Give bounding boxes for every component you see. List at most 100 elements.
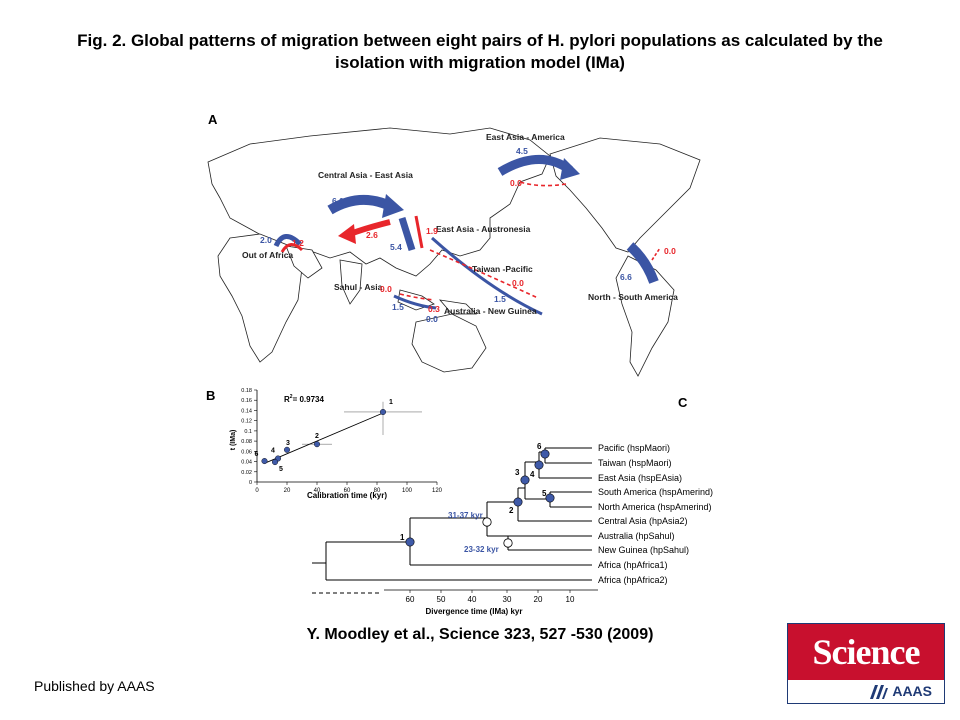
label-north-south-america: North - South America [588, 292, 678, 302]
science-logo[interactable]: Science AAAS [787, 623, 945, 704]
arrow-america-east-asia [519, 181, 567, 187]
science-logo-title: Science [788, 624, 944, 680]
figure: A [206, 112, 713, 616]
panel-b-y-tick-label: 0.1 [244, 429, 252, 435]
panel-b-y-tick-label: 0.18 [241, 388, 252, 394]
tree-node-1 [405, 537, 415, 547]
citation: Y. Moodley et al., Science 323, 527 -530… [306, 626, 654, 643]
panel-b-x-tick-label: 20 [284, 488, 291, 494]
tree-node-2 [513, 497, 523, 507]
panel-b-x-tick-label: 100 [402, 488, 413, 494]
panel-b-error-bars [302, 401, 422, 445]
tree-nodes [405, 449, 555, 548]
value-central-east-asia-red: 2.6 [366, 230, 378, 240]
tree-node-label-5: 5 [542, 489, 547, 498]
tree-calibration-31-37: 31-37 kyr [448, 511, 483, 520]
panel-b-point-label-6: 6 [255, 451, 259, 458]
panel-b-point-label-1: 1 [389, 399, 393, 406]
aaas-mark-icon [870, 685, 889, 700]
panel-b-y-tick-label: 0.12 [241, 419, 252, 425]
arrow-austronesia-asia [414, 215, 424, 249]
value-north-south-america-blue: 6.6 [620, 272, 632, 282]
tree-taxon-label: Taiwan (hspMaori) [598, 458, 672, 468]
tree-taxon-label: Central Asia (hpAsia2) [598, 516, 688, 526]
tree-node-4 [534, 460, 544, 470]
value-out-of-africa-red: 1.2 [292, 238, 304, 248]
panel-a-label: A [208, 112, 218, 127]
value-north-south-america-red: 0.0 [664, 246, 676, 256]
tree-node-calibration-23 [503, 538, 513, 548]
tree-taxon-label: North America (hspAmerind) [598, 502, 712, 512]
value-taiwan-pacific-blue: 1.5 [494, 294, 506, 304]
panel-b-point-label-3: 3 [286, 440, 290, 447]
newguinea-land [438, 299, 477, 315]
tree-node-3 [520, 475, 530, 485]
panel-b-y-tick-label: 0.08 [241, 439, 252, 445]
arrowhead-east-asia-america [560, 158, 580, 180]
panel-b-y-tick-label: 0.02 [241, 470, 252, 476]
label-taiwan-pacific: Taiwan -Pacific [472, 264, 533, 274]
panel-b-point-6 [261, 458, 268, 465]
tree-calibration-23-32: 23-32 kyr [464, 545, 499, 554]
value-east-asia-america-red: 0.0 [510, 178, 522, 188]
panel-b-r2-value: = 0.9734 [293, 395, 325, 404]
arrowhead-east-central-asia [338, 224, 356, 244]
panel-b-point-1 [379, 408, 386, 415]
label-east-asia-america: East Asia - America [486, 132, 565, 142]
publisher-label: Published by AAAS [34, 678, 155, 694]
value-australia-new-guinea-red: 0.3 [428, 304, 440, 314]
panel-b-x-tick-label: 40 [314, 488, 321, 494]
panel-b-x-tick-label: 120 [432, 488, 443, 494]
panel-c-label: C [678, 395, 688, 410]
tree-taxon-label: Africa (hpAfrica2) [598, 575, 668, 585]
tree-node-label-6: 6 [537, 442, 542, 451]
value-taiwan-pacific-red: 0.0 [512, 278, 524, 288]
panel-b-x-tick-label: 0 [255, 488, 259, 494]
panel-b-label: B [206, 388, 215, 403]
tree-x-tick-label: 30 [503, 595, 512, 604]
panel-b-xlabel: Calibration time (kyr) [307, 491, 387, 500]
arrow-into-africa [280, 243, 304, 253]
arrow-pacific-taiwan [429, 249, 539, 299]
slide-title: Fig. 2. Global patterns of migration bet… [20, 30, 940, 74]
arrow-asia-sahul [393, 294, 437, 310]
tree-node-5 [545, 493, 555, 503]
migration-arrows [273, 155, 661, 316]
tree-node-label-4: 4 [530, 470, 535, 479]
panel-b-x-tick-label: 80 [374, 488, 381, 494]
pair-labels: East Asia - America 4.5 0.0 Central Asia… [242, 132, 678, 324]
tree-taxa-labels: Pacific (hspMaori) Taiwan (hspMaori) East … [598, 443, 713, 585]
aaas-logo-row: AAAS [788, 680, 944, 703]
panel-b-r2-symbol: R [284, 395, 290, 404]
panel-b-y-tick-label: 0.14 [241, 408, 252, 414]
tree-xlabel: Divergence time (IMa) kyr [426, 607, 523, 616]
tree-node-6 [540, 449, 550, 459]
tree-x-ticks: 60 50 40 30 20 10 [406, 590, 575, 604]
aaas-logo-text: AAAS [892, 683, 932, 699]
panel-b-y-tick-label: 0.04 [241, 460, 252, 466]
label-out-of-africa: Out of Africa [242, 250, 293, 260]
phylogenetic-tree: 1 2 3 4 5 6 31-37 kyr 23-32 kyr Pacific … [312, 442, 713, 616]
tree-node-label-1: 1 [400, 533, 405, 542]
tree-node-label-3: 3 [515, 468, 520, 477]
value-sahul-asia-red: 0.0 [380, 284, 392, 294]
tree-branches [312, 447, 592, 581]
tree-taxon-label: East Asia (hspEAsia) [598, 473, 682, 483]
tree-x-tick-label: 40 [468, 595, 477, 604]
value-east-asia-america-blue: 4.5 [516, 146, 528, 156]
panel-b-point-5 [271, 459, 278, 466]
panel-b-points: 1 2 3 4 5 6 [255, 399, 394, 473]
arrow-south-north-america [651, 247, 661, 261]
arrowhead-central-east-asia [382, 194, 404, 218]
panel-b-x-tick-label: 60 [344, 488, 351, 494]
india-land [339, 259, 363, 305]
tree-x-tick-label: 60 [406, 595, 415, 604]
panel-b-scatter: B 0 20 40 60 80 100 120 0 0.02 0.04 0.06 0.08 0.1 0.… [206, 388, 443, 500]
panel-a-map: A [207, 112, 701, 410]
tree-node-labels: 1 2 3 4 5 6 [400, 442, 547, 542]
label-east-asia-austronesia: East Asia - Austronesia [436, 224, 531, 234]
tree-node-calibration-31 [482, 517, 492, 527]
tree-taxon-label: South America (hspAmerind) [598, 487, 713, 497]
panel-b-point-label-4: 4 [271, 447, 275, 454]
arabia-land [285, 245, 323, 279]
